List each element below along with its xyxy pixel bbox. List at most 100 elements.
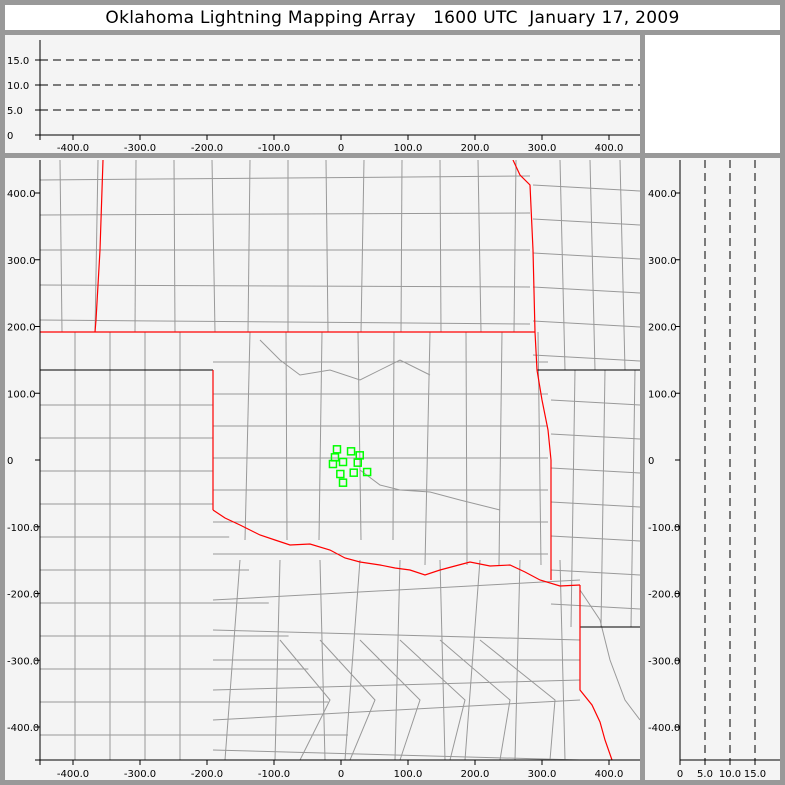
tick-label: 5.0 xyxy=(7,106,23,117)
tick-label: -400.0 xyxy=(57,143,89,154)
tick-label: -400.0 xyxy=(648,723,680,734)
tick-label: 0 xyxy=(338,143,344,154)
tick-label: 200.0 xyxy=(7,323,36,334)
county-line xyxy=(212,629,581,641)
tick-label: -200.0 xyxy=(7,590,39,601)
county-line xyxy=(600,369,606,628)
tick-label: 15.0 xyxy=(7,56,29,67)
county-line xyxy=(59,160,63,333)
tick-label: 100.0 xyxy=(394,143,423,154)
lma-stations xyxy=(328,445,372,487)
county-line xyxy=(344,559,361,760)
county-line xyxy=(550,433,640,440)
county-line xyxy=(439,639,511,760)
county-line xyxy=(247,160,251,333)
tick-label: -100.0 xyxy=(7,523,39,534)
tick-label: -200.0 xyxy=(191,143,223,154)
tick-label: 100.0 xyxy=(648,389,677,400)
station-marker xyxy=(338,457,348,467)
tick-label: 15.0 xyxy=(744,769,766,780)
county-line xyxy=(630,369,636,628)
county-line xyxy=(274,559,281,760)
tick-label: 200.0 xyxy=(461,143,490,154)
station-marker xyxy=(353,458,362,467)
county-line xyxy=(94,160,99,333)
kansas-west-border xyxy=(94,160,104,333)
tick-label: -100.0 xyxy=(258,143,290,154)
tick-label: 10.0 xyxy=(7,81,29,92)
station-marker xyxy=(362,467,372,477)
county-line xyxy=(532,218,640,226)
county-line xyxy=(550,501,640,508)
county-line xyxy=(439,160,442,333)
county-line xyxy=(514,559,521,760)
county-line xyxy=(465,331,468,566)
county-line xyxy=(134,160,137,333)
tick-label: 0 xyxy=(648,456,654,467)
tick-label: 200.0 xyxy=(461,769,490,780)
county-line xyxy=(532,320,640,328)
county-line xyxy=(392,331,395,541)
tick-label: -400.0 xyxy=(7,723,39,734)
county-line xyxy=(537,331,542,566)
county-line xyxy=(285,331,288,541)
station-marker xyxy=(332,445,342,454)
tick-label: -200.0 xyxy=(191,769,223,780)
county-line xyxy=(559,160,566,371)
tick-label: 0 xyxy=(338,769,344,780)
county-line xyxy=(550,569,640,576)
county-line xyxy=(394,559,401,760)
ks-mo-border xyxy=(512,160,536,333)
station-marker xyxy=(349,468,358,477)
county-line xyxy=(400,160,403,333)
river-line xyxy=(579,589,640,721)
tick-label: 5.0 xyxy=(697,769,713,780)
county-line xyxy=(559,559,566,760)
county-line xyxy=(550,467,640,474)
tick-label: -400.0 xyxy=(57,769,89,780)
county-line xyxy=(360,160,365,333)
tick-label: -300.0 xyxy=(124,143,156,154)
county-line xyxy=(319,639,376,760)
station-marker xyxy=(328,459,338,469)
county-line xyxy=(464,559,481,760)
tick-label: 400.0 xyxy=(7,189,36,200)
tick-label: -100.0 xyxy=(648,523,680,534)
station-marker xyxy=(346,447,356,456)
tick-label: -300.0 xyxy=(7,656,39,667)
county-line xyxy=(532,354,640,362)
corner-blank-panel xyxy=(645,35,780,153)
county-line xyxy=(40,212,531,216)
tick-label: 100.0 xyxy=(394,769,423,780)
county-line xyxy=(477,160,482,333)
ar-tx-border xyxy=(579,585,613,760)
county-line xyxy=(318,331,323,541)
tick-label: 0 xyxy=(7,456,13,467)
tick-label: 200.0 xyxy=(648,323,677,334)
county-line xyxy=(40,319,531,325)
county-line xyxy=(550,603,640,610)
tick-label: 300.0 xyxy=(648,256,677,267)
county-line xyxy=(550,535,640,542)
county-line xyxy=(244,331,251,541)
county-line xyxy=(532,184,640,192)
river-line xyxy=(359,469,501,511)
tick-label: 400.0 xyxy=(648,189,677,200)
station-marker xyxy=(336,469,345,479)
tick-label: -300.0 xyxy=(124,769,156,780)
red-river-border xyxy=(212,509,581,587)
county-line xyxy=(439,559,446,760)
county-line xyxy=(570,369,576,628)
county-line xyxy=(399,639,466,760)
tick-label: 0 xyxy=(7,131,13,142)
county-lines xyxy=(40,160,640,760)
county-line xyxy=(224,559,241,760)
tick-label: -100.0 xyxy=(258,769,290,780)
state-borders xyxy=(40,160,640,760)
county-line xyxy=(212,749,581,760)
axes: 05.010.015.0-400.0 -300.0 -200.0 -100.0 0 100… xyxy=(7,40,780,780)
county-line xyxy=(359,639,421,760)
tick-label: 300.0 xyxy=(528,769,557,780)
tick-label: 10.0 xyxy=(719,769,741,780)
county-line xyxy=(325,160,329,333)
